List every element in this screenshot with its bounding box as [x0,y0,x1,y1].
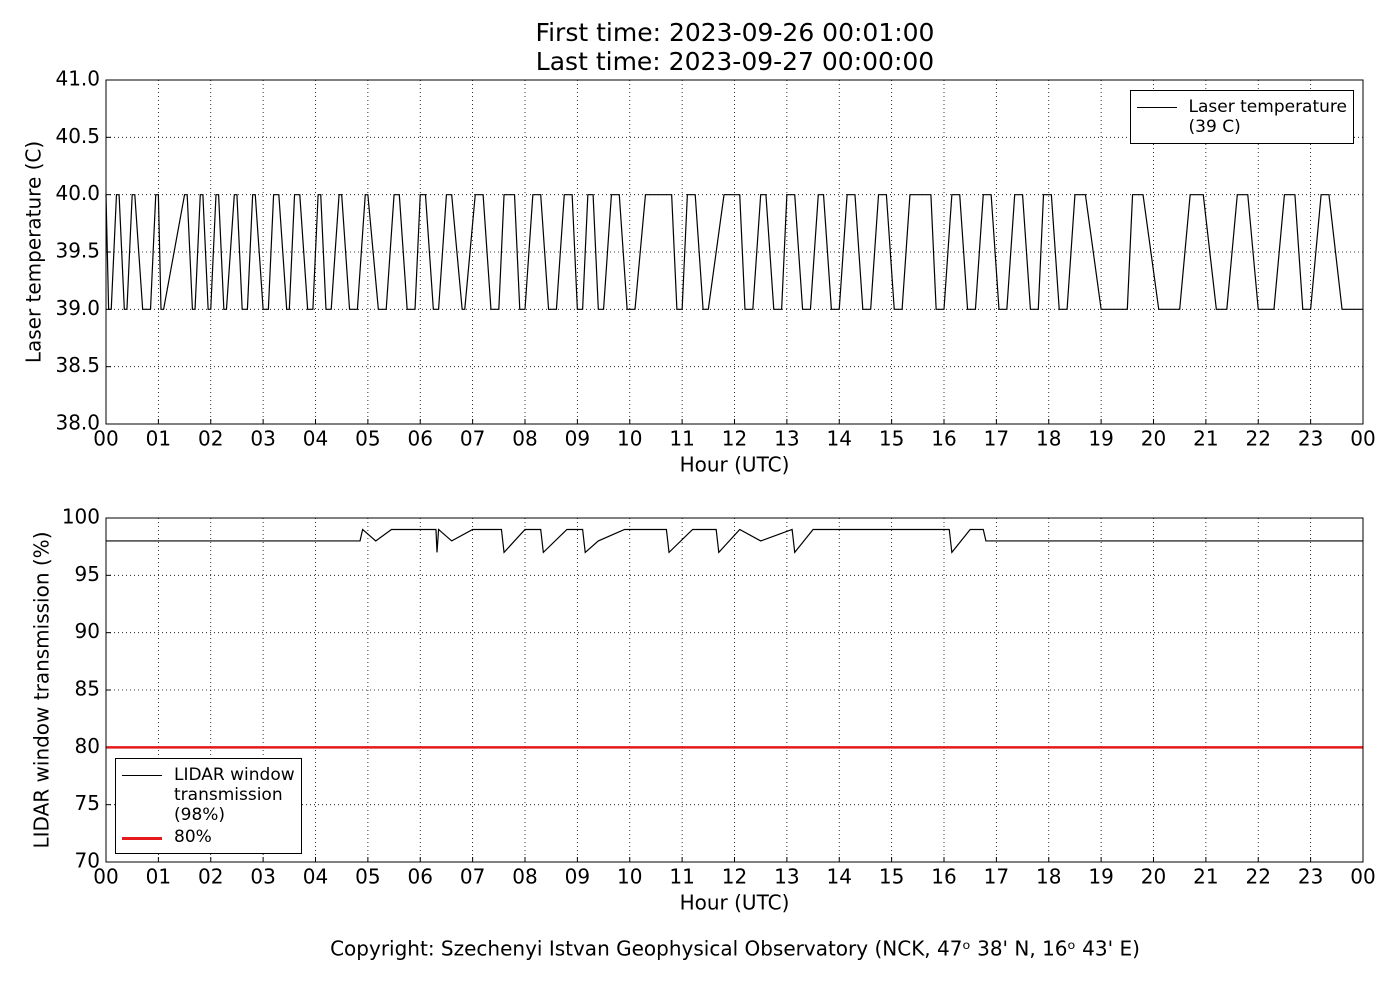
x-tick-label: 12 [722,865,747,889]
x-tick-label: 19 [1088,865,1113,889]
legend-label: 80% [174,827,212,847]
x-tick-label: 01 [146,427,171,451]
y-tick-label: 90 [75,619,100,643]
y-tick-label: 40.0 [55,181,100,205]
x-tick-label: 07 [460,427,485,451]
x-tick-label: 22 [1246,427,1271,451]
legend-swatch [1136,107,1177,108]
y-tick-label: 40.5 [55,124,100,148]
y-tick-label: 38.5 [55,353,100,377]
footer: Copyright: Szechenyi Istvan Geophysical … [330,937,1140,961]
x-tick-label: 00 [93,427,118,451]
x-tick-label: 18 [1036,865,1061,889]
legend-label: Laser temperature (39 C) [1188,97,1347,137]
legend: LIDAR window transmission (98%) 80% [115,758,302,854]
x-axis-label: Hour (UTC) [680,891,790,915]
y-tick-label: 75 [75,791,100,815]
header-line: First time: 2023-09-26 00:01:00 [536,18,935,47]
y-axis-label: LIDAR window transmission (%) [30,532,54,849]
x-tick-label: 11 [669,865,694,889]
legend-label: LIDAR window transmission (98%) [174,765,295,825]
plot-frame [105,79,1364,425]
x-tick-label: 00 [93,865,118,889]
x-tick-label: 17 [984,427,1009,451]
x-tick-label: 04 [303,865,328,889]
x-tick-label: 03 [250,427,275,451]
x-tick-label: 00 [1350,865,1375,889]
x-tick-label: 14 [827,427,852,451]
x-axis-label: Hour (UTC) [680,453,790,477]
y-tick-label: 39.5 [55,239,100,263]
y-axis-label: Laser temperature (C) [22,141,46,363]
x-tick-label: 10 [617,427,642,451]
y-tick-label: 85 [75,677,100,701]
x-tick-label: 08 [512,865,537,889]
x-tick-label: 06 [408,865,433,889]
y-tick-label: 70 [75,849,100,873]
header-line: Last time: 2023-09-27 00:00:00 [536,47,934,76]
x-tick-label: 21 [1193,865,1218,889]
x-tick-label: 00 [1350,427,1375,451]
y-tick-label: 100 [62,505,100,529]
x-tick-label: 23 [1298,865,1323,889]
x-tick-label: 05 [355,427,380,451]
x-tick-label: 15 [879,865,904,889]
legend-swatch [122,775,162,776]
x-tick-label: 01 [146,865,171,889]
x-tick-label: 02 [198,865,223,889]
x-tick-label: 23 [1298,427,1323,451]
x-tick-label: 10 [617,865,642,889]
y-tick-label: 41.0 [55,67,100,91]
x-tick-label: 09 [565,865,590,889]
x-tick-label: 15 [879,427,904,451]
data-line [106,528,1363,554]
x-tick-label: 19 [1088,427,1113,451]
x-tick-label: 04 [303,427,328,451]
x-tick-label: 03 [250,865,275,889]
x-tick-label: 05 [355,865,380,889]
x-tick-label: 17 [984,865,1009,889]
x-tick-label: 21 [1193,427,1218,451]
x-tick-label: 16 [931,865,956,889]
y-tick-label: 38.0 [55,411,100,435]
x-tick-label: 18 [1036,427,1061,451]
x-tick-label: 20 [1141,865,1166,889]
y-tick-label: 95 [75,562,100,586]
x-tick-label: 11 [669,427,694,451]
legend-entry: Laser temperature (39 C) [1136,97,1347,137]
x-tick-label: 20 [1141,427,1166,451]
x-tick-label: 22 [1246,865,1271,889]
x-tick-label: 12 [722,427,747,451]
legend-entry: 80% [122,827,295,847]
legend-entry: LIDAR window transmission (98%) [122,765,295,825]
x-tick-label: 13 [774,427,799,451]
data-line [105,194,1363,310]
x-tick-label: 16 [931,427,956,451]
x-tick-label: 14 [827,865,852,889]
x-tick-label: 09 [565,427,590,451]
x-tick-label: 08 [512,427,537,451]
y-tick-label: 80 [75,734,100,758]
x-tick-label: 13 [774,865,799,889]
legend: Laser temperature (39 C) [1129,90,1354,144]
x-tick-label: 02 [198,427,223,451]
x-tick-label: 06 [408,427,433,451]
y-tick-label: 39.0 [55,296,100,320]
legend-swatch [122,837,162,840]
plot-frame [105,517,1364,863]
x-tick-label: 07 [460,865,485,889]
